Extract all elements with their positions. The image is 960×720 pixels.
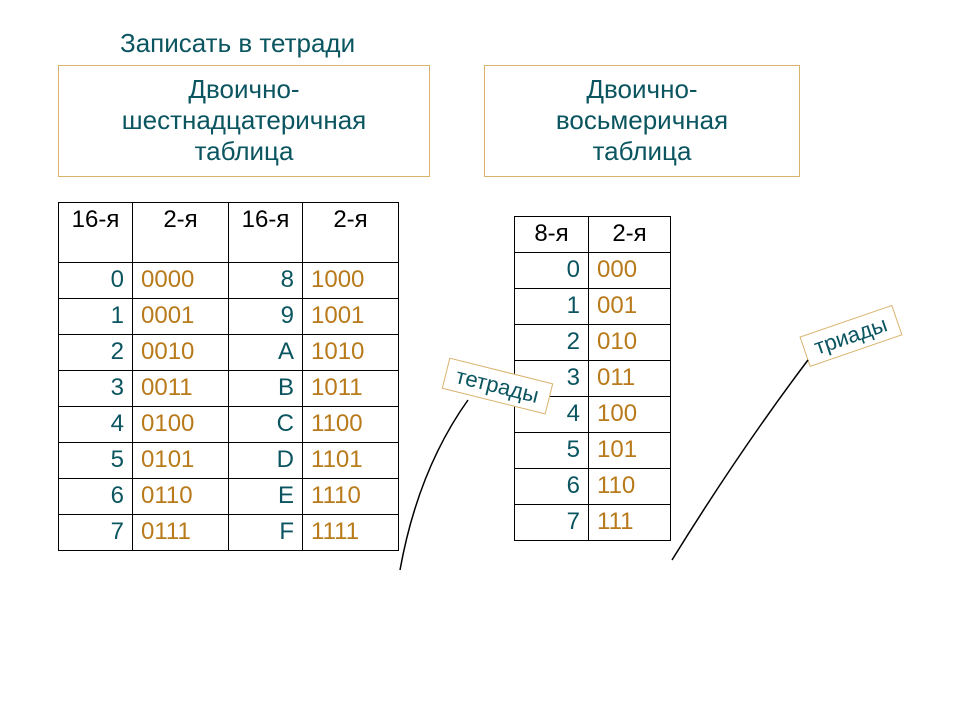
table-row: 20010A1010 xyxy=(59,335,399,371)
table-row: 1001 xyxy=(515,289,671,325)
callout-triad: триады xyxy=(799,305,902,367)
table-row: 0000081000 xyxy=(59,263,399,299)
table-row: 40100C1100 xyxy=(59,407,399,443)
table-row: 5101 xyxy=(515,433,671,469)
table-row: 50101D1101 xyxy=(59,443,399,479)
hex-col-header: 16-я xyxy=(229,203,303,263)
hex-col-header: 2-я xyxy=(133,203,229,263)
arrow-tetrad xyxy=(400,400,468,570)
arrow-triad xyxy=(672,360,808,560)
oct-title-box: Двоично-восьмеричная таблица xyxy=(484,65,800,177)
table-row: 7111 xyxy=(515,505,671,541)
hex-col-header: 16-я xyxy=(59,203,133,263)
oct-col-header: 2-я xyxy=(589,217,671,253)
table-row: 6110 xyxy=(515,469,671,505)
table-row: 70111F1111 xyxy=(59,515,399,551)
table-row: 30011B1011 xyxy=(59,371,399,407)
table-row: 2010 xyxy=(515,325,671,361)
oct-col-header: 8-я xyxy=(515,217,589,253)
table-row: 60110E1110 xyxy=(59,479,399,515)
hex-title-box: Двоично-шестнадцатеричная таблица xyxy=(58,65,430,177)
hex-col-header: 2-я xyxy=(303,203,399,263)
table-row: 1000191001 xyxy=(59,299,399,335)
table-row: 0000 xyxy=(515,253,671,289)
hex-table: 16-я 2-я 16-я 2-я 0000081000 1000191001 … xyxy=(58,202,399,551)
main-title: Записать в тетради xyxy=(120,28,355,59)
oct-table: 8-я 2-я 0000 1001 2010 3011 4100 5101 61… xyxy=(514,216,671,541)
